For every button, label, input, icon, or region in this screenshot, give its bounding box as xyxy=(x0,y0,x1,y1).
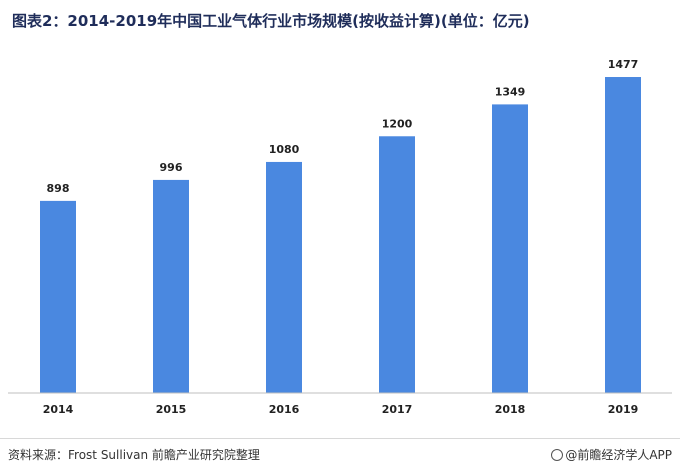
x-tick-label-2016: 2016 xyxy=(269,403,300,416)
data-label-2017: 1200 xyxy=(382,117,413,130)
data-label-2014: 898 xyxy=(47,182,70,195)
data-label-2016: 1080 xyxy=(269,143,300,156)
source-note: 资料来源：Frost Sullivan 前瞻产业研究院整理 xyxy=(8,448,260,462)
bar-2016 xyxy=(266,161,302,393)
x-tick-label-2017: 2017 xyxy=(382,403,413,416)
footer-divider xyxy=(0,438,680,439)
x-tick-labels: 2014 2015 2016 2017 2018 2019 xyxy=(43,403,639,416)
bar-2015 xyxy=(153,179,189,393)
x-tick-label-2014: 2014 xyxy=(43,403,74,416)
chart-title: 图表2：2014-2019年中国工业气体行业市场规模(按收益计算)(单位：亿元) xyxy=(12,12,530,30)
bar-2018 xyxy=(492,104,528,394)
brand-credit: @前瞻经济学人APP xyxy=(551,446,672,463)
bar-2019 xyxy=(605,77,641,394)
x-tick-label-2018: 2018 xyxy=(495,403,526,416)
labels-layer: 898 996 1080 1200 1349 1477 xyxy=(47,58,639,195)
data-label-2019: 1477 xyxy=(608,58,639,71)
brand-logo-icon xyxy=(551,449,564,461)
bar-2017 xyxy=(379,136,415,394)
chart-area: 898 996 1080 1200 1349 1477 2014 2015 2016 2017 2… xyxy=(8,58,672,416)
x-tick-label-2015: 2015 xyxy=(156,403,187,416)
data-label-2018: 1349 xyxy=(495,85,526,98)
brand-text: @前瞻经济学人APP xyxy=(565,448,672,462)
bars-layer xyxy=(40,77,641,394)
x-tick-label-2019: 2019 xyxy=(608,403,639,416)
data-label-2015: 996 xyxy=(160,161,183,174)
bar-2014 xyxy=(40,200,76,393)
